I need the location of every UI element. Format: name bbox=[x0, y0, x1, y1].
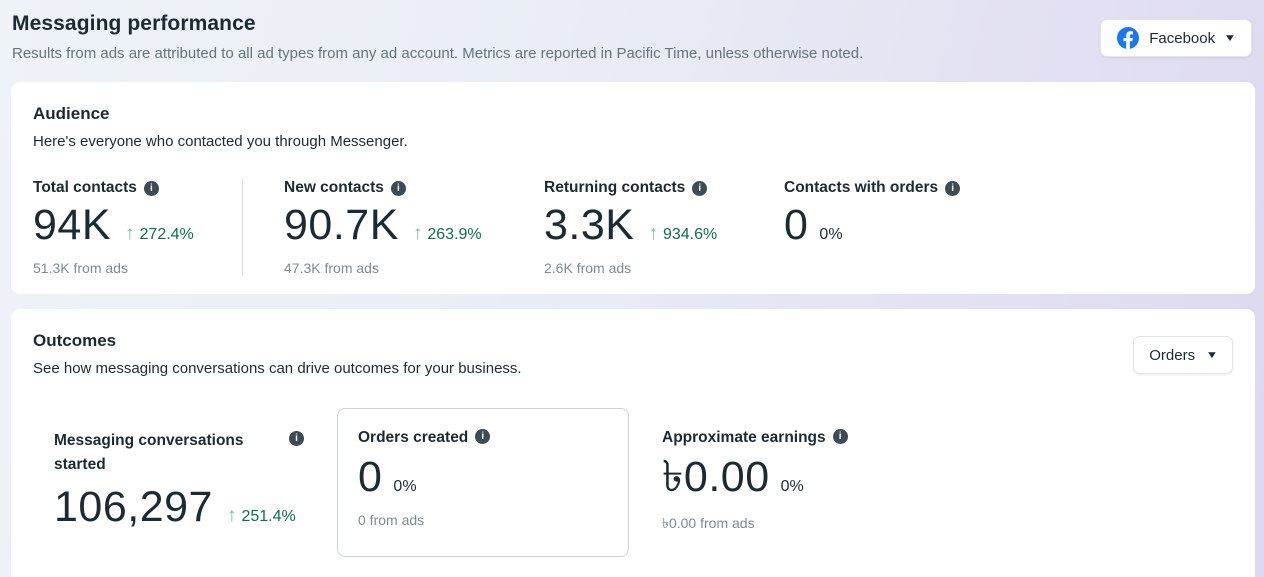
metric-label: New contacts bbox=[284, 179, 384, 196]
metric-approximate-earnings: Approximate earnings i ৳0.00 0% ৳0.00 fr… bbox=[641, 408, 933, 557]
metric-new-contacts: New contacts i 90.7K ↑ 263.9% 47.3K from … bbox=[284, 179, 544, 276]
metric-value: ৳0.00 bbox=[662, 453, 770, 501]
metric-orders-created[interactable]: Orders created i 0 0% 0 from ads bbox=[337, 408, 629, 558]
trend-up-icon: ↑ bbox=[412, 223, 423, 244]
audience-subtitle: Here's everyone who contacted you throug… bbox=[33, 133, 408, 150]
info-icon[interactable]: i bbox=[945, 180, 961, 196]
metric-value: 90.7K bbox=[284, 201, 399, 249]
metric-value: 106,297 bbox=[54, 483, 213, 532]
trend-up-icon: ↑ bbox=[648, 223, 658, 244]
page-subtitle: Results from ads are attributed to all a… bbox=[12, 45, 864, 62]
metric-trend: 0% bbox=[819, 226, 843, 243]
metric-total-contacts: Total contacts i 94K ↑ 272.4% 51.3K from … bbox=[33, 179, 243, 277]
info-icon[interactable]: i bbox=[289, 431, 304, 446]
metric-trend: ↑ 272.4% bbox=[125, 223, 194, 245]
outcomes-title: Outcomes bbox=[33, 331, 117, 350]
metric-value: 0 bbox=[784, 201, 809, 249]
metric-trend: ↑ 934.6% bbox=[648, 223, 717, 245]
facebook-icon bbox=[1117, 27, 1140, 49]
metric-label: Orders created bbox=[358, 429, 469, 446]
info-icon[interactable]: i bbox=[143, 180, 159, 196]
platform-selector-button[interactable]: Facebook ▼ bbox=[1100, 19, 1252, 57]
chevron-down-icon: ▼ bbox=[1205, 349, 1219, 361]
metric-label: Contacts with orders bbox=[784, 179, 939, 196]
metric-trend: ↑ 263.9% bbox=[413, 223, 482, 245]
trend-value: 263.9% bbox=[427, 226, 482, 243]
trend-up-icon: ↑ bbox=[226, 505, 237, 527]
trend-value: 251.4% bbox=[241, 508, 296, 526]
trend-value: 272.4% bbox=[139, 226, 194, 243]
metric-trend: ↑ 251.4% bbox=[227, 505, 296, 527]
trend-up-icon: ↑ bbox=[125, 223, 135, 244]
info-icon[interactable]: i bbox=[832, 429, 848, 444]
metric-label: Returning contacts bbox=[544, 179, 686, 196]
metric-from-ads: 51.3K from ads bbox=[33, 260, 128, 277]
metric-messaging-conversations-started: Messaging conversations started i 106,29… bbox=[33, 408, 325, 557]
metric-label: Total contacts bbox=[33, 179, 137, 196]
info-icon[interactable]: i bbox=[692, 180, 708, 196]
outcomes-selector-label: Orders bbox=[1149, 346, 1196, 364]
metric-label: Messaging conversations started bbox=[54, 432, 244, 474]
metric-from-ads: 0 from ads bbox=[358, 512, 425, 529]
info-icon[interactable]: i bbox=[475, 429, 491, 444]
metric-from-ads: ৳0.00 from ads bbox=[662, 515, 755, 532]
outcomes-type-selector-button[interactable]: Orders ▼ bbox=[1133, 336, 1233, 374]
audience-card: Audience Here's everyone who contacted y… bbox=[11, 82, 1255, 294]
outcomes-header-text: Outcomes See how messaging conversations… bbox=[33, 331, 522, 377]
outcomes-card: Outcomes See how messaging conversations… bbox=[11, 309, 1255, 577]
metric-value: 3.3K bbox=[544, 201, 635, 249]
metric-trend: 0% bbox=[393, 478, 417, 495]
metric-value: 94K bbox=[33, 201, 112, 249]
metric-contacts-with-orders: Contacts with orders i 0 0% bbox=[784, 179, 1024, 276]
metric-trend: 0% bbox=[780, 478, 804, 495]
trend-value: 934.6% bbox=[662, 226, 718, 243]
info-icon[interactable]: i bbox=[390, 180, 406, 196]
platform-selector-label: Facebook bbox=[1149, 29, 1216, 47]
metric-returning-contacts: Returning contacts i 3.3K ↑ 934.6% 2.6K f… bbox=[544, 179, 784, 276]
page-header-text: Messaging performance Results from ads a… bbox=[12, 10, 863, 62]
page-header: Messaging performance Results from ads a… bbox=[0, 0, 1264, 62]
metric-label: Approximate earnings bbox=[662, 429, 826, 446]
metric-value: 0 bbox=[358, 453, 383, 501]
outcomes-subtitle: See how messaging conversations can driv… bbox=[33, 360, 522, 377]
outcomes-metrics-row: Messaging conversations started i 106,29… bbox=[33, 408, 1233, 558]
page-title: Messaging performance bbox=[12, 12, 256, 35]
audience-title: Audience bbox=[33, 104, 110, 123]
audience-metrics-row: Total contacts i 94K ↑ 272.4% 51.3K from … bbox=[33, 179, 1233, 277]
chevron-down-icon: ▼ bbox=[1223, 32, 1237, 44]
metric-from-ads: 47.3K from ads bbox=[284, 260, 379, 277]
metric-from-ads: 2.6K from ads bbox=[544, 260, 632, 277]
